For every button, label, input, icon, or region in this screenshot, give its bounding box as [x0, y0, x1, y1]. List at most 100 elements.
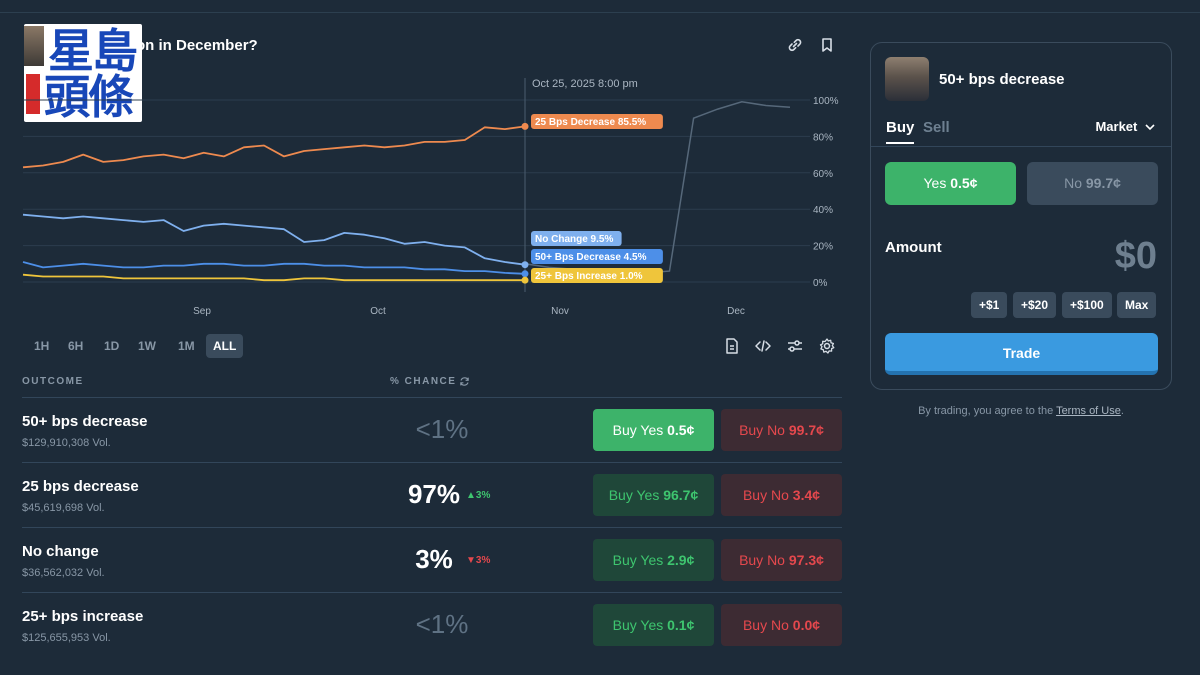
buy-no-price: 97.3¢: [788, 552, 824, 568]
link-icon[interactable]: [786, 36, 804, 54]
hover-date: Oct 25, 2025 8:00 pm: [532, 78, 638, 90]
buy-yes-button[interactable]: Buy Yes 96.7¢: [593, 474, 714, 516]
chance-change-badge: ▼3%: [466, 555, 491, 566]
market-thumbnail: [24, 26, 44, 66]
outcome-name: 25 bps decrease: [22, 478, 139, 495]
yes-price: 0.5¢: [950, 175, 978, 191]
terms-suffix: .: [1120, 405, 1124, 417]
bookmark-icon[interactable]: [818, 36, 836, 54]
order-type-dropdown[interactable]: Market: [1095, 119, 1155, 134]
terms-prefix: By trading, you agree to the: [918, 405, 1057, 417]
buy-no-button[interactable]: Buy No 0.0¢: [721, 604, 842, 646]
series-label: 25 Bps Decrease 85.5%: [535, 117, 646, 128]
series-label-bg: [531, 231, 622, 246]
outcome-volume: $129,910,308 Vol.: [22, 437, 111, 449]
embed-code-icon[interactable]: [754, 337, 772, 355]
buy-yes-label: Buy Yes: [608, 487, 660, 503]
timeframe-1m-button[interactable]: 1M: [178, 339, 195, 353]
y-tick-label: 20%: [813, 242, 833, 253]
buy-yes-price: 2.9¢: [667, 552, 695, 568]
no-label: No: [1064, 175, 1082, 191]
timeframe-6h-button[interactable]: 6H: [68, 339, 84, 353]
buy-yes-button[interactable]: Buy Yes 2.9¢: [593, 539, 714, 581]
series-label-bg: [531, 249, 663, 264]
y-tick-label: 60%: [813, 169, 833, 180]
buy-no-price: 99.7¢: [788, 422, 824, 438]
outcome-row[interactable]: 25 bps decrease $45,619,698 Vol. 97% ▲3% Buy…: [22, 462, 842, 527]
terms-of-use-link[interactable]: Terms of Use: [1056, 405, 1121, 417]
buy-no-button[interactable]: Buy No 3.4¢: [721, 474, 842, 516]
outcome-name: 50+ bps decrease: [22, 413, 148, 430]
trade-panel: 50+ bps decrease Buy Sell Market Yes 0.5…: [870, 42, 1172, 390]
outcome-name: No change: [22, 543, 99, 560]
outcome-avatar: [885, 57, 929, 101]
series-end-point: [521, 122, 529, 130]
no-option-button[interactable]: No 99.7¢: [1027, 162, 1158, 205]
chevron-down-icon: [1145, 124, 1155, 131]
quick-add-20-button[interactable]: +$20: [1013, 292, 1057, 318]
x-tick-label: Dec: [727, 306, 745, 317]
buy-no-price: 0.0¢: [792, 617, 821, 633]
logo-accent: [26, 74, 40, 114]
buy-no-button[interactable]: Buy No 97.3¢: [721, 539, 842, 581]
outcome-volume: $125,655,953 Vol.: [22, 632, 111, 644]
series-label-bg: [531, 268, 663, 283]
buy-no-button[interactable]: Buy No 99.7¢: [721, 409, 842, 451]
x-tick-label: Sep: [193, 306, 211, 317]
max-amount-button[interactable]: Max: [1117, 292, 1157, 318]
outcome-chance: <1%: [415, 609, 469, 639]
yes-label: Yes: [923, 175, 947, 191]
document-icon[interactable]: [723, 337, 741, 355]
buy-yes-button[interactable]: Buy Yes 0.5¢: [593, 409, 714, 451]
y-tick-label: 40%: [813, 205, 833, 216]
buy-yes-button[interactable]: Buy Yes 0.1¢: [593, 604, 714, 646]
series-line: [22, 125, 526, 169]
buy-no-label: Buy No: [739, 422, 785, 438]
amount-label: Amount: [885, 239, 942, 256]
buy-no-label: Buy No: [739, 552, 785, 568]
sliders-icon[interactable]: [786, 337, 804, 355]
timeframe-1w-button[interactable]: 1W: [138, 339, 156, 353]
price-chart[interactable]: Oct 25, 2025 8:00 pm 25 Bps Decrease 85.…: [20, 70, 850, 320]
yes-option-button[interactable]: Yes 0.5¢: [885, 162, 1016, 205]
amount-input[interactable]: $0: [1114, 235, 1157, 277]
timeframe-all-button[interactable]: ALL: [206, 334, 244, 358]
series-label: No Change 9.5%: [535, 234, 613, 245]
series-line: [22, 273, 525, 282]
selected-outcome-name: 50+ bps decrease: [939, 71, 1065, 88]
outcome-chance: <1%: [415, 414, 469, 444]
outcome-column-header: OUTCOME: [22, 376, 84, 387]
refresh-icon[interactable]: [459, 376, 470, 387]
buy-yes-label: Buy Yes: [612, 617, 664, 633]
series-end-point: [521, 270, 529, 278]
buy-no-label: Buy No: [742, 617, 789, 633]
panel-divider: [871, 146, 1171, 147]
buy-yes-label: Buy Yes: [612, 552, 664, 568]
timeframe-1d-button[interactable]: 1D: [104, 339, 120, 353]
buy-yes-price: 0.5¢: [667, 422, 695, 438]
chance-change-badge: ▲3%: [466, 490, 491, 501]
buy-no-label: Buy No: [742, 487, 789, 503]
outcome-row[interactable]: 50+ bps decrease $129,910,308 Vol. <1% Buy …: [22, 397, 842, 462]
outcome-row[interactable]: No change $36,562,032 Vol. 3% ▼3% Buy Yes 2.…: [22, 527, 842, 592]
series-end-point: [521, 261, 529, 269]
outcome-volume: $36,562,032 Vol.: [22, 567, 105, 579]
settings-gear-icon[interactable]: [818, 337, 836, 355]
trade-button[interactable]: Trade: [885, 333, 1158, 375]
series-line: [22, 261, 526, 275]
quick-add-1-button[interactable]: +$1: [971, 292, 1008, 318]
buy-yes-price: 0.1¢: [667, 617, 695, 633]
x-tick-label: Nov: [551, 306, 569, 317]
y-tick-label: 0%: [813, 278, 828, 289]
series-label: 50+ Bps Decrease 4.5%: [535, 252, 647, 263]
top-divider: [0, 12, 1200, 13]
tab-sell[interactable]: Sell: [923, 119, 950, 136]
timeframe-1h-button[interactable]: 1H: [34, 339, 50, 353]
buy-yes-price: 96.7¢: [663, 487, 699, 503]
outcome-name: 25+ bps increase: [22, 608, 144, 625]
tab-buy[interactable]: Buy: [886, 119, 915, 144]
series-label-bg: [531, 114, 663, 129]
market-title: on in December?: [136, 37, 258, 54]
quick-add-100-button[interactable]: +$100: [1062, 292, 1112, 318]
outcome-row[interactable]: 25+ bps increase $125,655,953 Vol. <1% Buy …: [22, 592, 842, 657]
